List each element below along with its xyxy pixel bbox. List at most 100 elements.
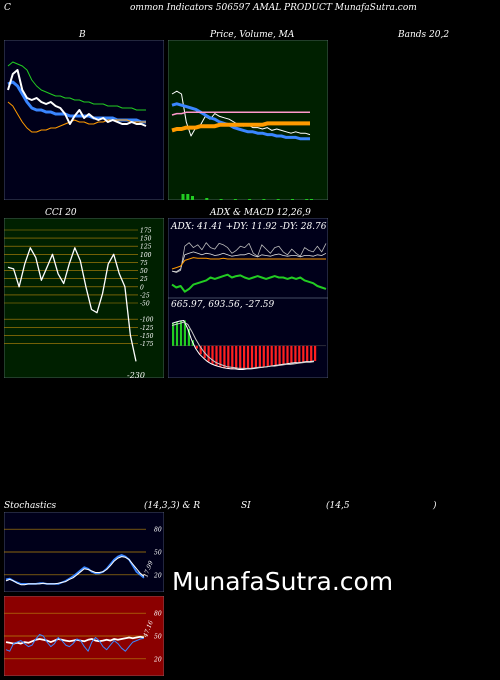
macd-hist-bar (235, 345, 238, 369)
adx-series-3 (171, 273, 327, 293)
macd-hist-bar (306, 345, 309, 362)
bollinger-series-0 (7, 61, 146, 111)
volume-bar (205, 198, 209, 200)
macd-hist-bar (211, 345, 214, 364)
macd-hist-bar (282, 345, 285, 365)
price-ma-bg (168, 40, 328, 200)
cci-tick-label: -100 (140, 317, 154, 324)
volume-bar (186, 194, 190, 200)
volume-bar (248, 199, 252, 200)
macd-hist-bar (314, 345, 317, 361)
rsi-tick-label: 50 (154, 634, 162, 641)
cci-tick-label: -175 (140, 341, 154, 348)
macd-hist-bar (246, 345, 250, 369)
bollinger-label: B (79, 30, 86, 40)
bollinger-series-2 (7, 101, 146, 133)
macd-hist-bar (262, 345, 265, 368)
page-title: ommon Indicators 506597 AMAL PRODUCT Mun… (130, 3, 417, 13)
macd-hist-bar (278, 345, 281, 365)
macd-hist-bar (183, 320, 186, 346)
cci-tick-label: 0 (140, 284, 144, 291)
volume-bar (262, 199, 266, 200)
volume-bar (219, 199, 223, 200)
macd-hist-bar (250, 345, 254, 369)
volume-bar (291, 199, 294, 200)
macd-series-1 (171, 321, 315, 369)
macd-hist-bar (223, 345, 226, 368)
macd-hist-bar (231, 345, 234, 369)
macd-hist-bar (310, 345, 313, 362)
macd-hist-bar (243, 345, 246, 370)
macd-hist-bar (175, 322, 179, 346)
cci-tick-label: 125 (140, 244, 152, 251)
price-ma-chart (168, 40, 328, 200)
rsi-label: SI (241, 501, 251, 511)
volume-bar (276, 199, 280, 200)
macd-hist-bar (298, 345, 301, 363)
price-ma-label: Price, Volume, MA (210, 30, 295, 40)
macd-hist-bar (207, 345, 210, 362)
macd-hist-bar (227, 345, 230, 369)
bollinger-chart (4, 40, 164, 200)
macd-hist-bar (254, 345, 257, 369)
stochastics-series-1 (5, 556, 145, 586)
macd-hist-bar (290, 345, 293, 364)
bands-label: Bands 20,2 (398, 30, 450, 40)
rsi-series-1 (5, 634, 145, 652)
cci-tick-label: 25 (139, 276, 148, 283)
cci-last-label: -230 (127, 371, 145, 378)
cci-tick-label: 100 (140, 252, 152, 259)
bollinger-series-3 (7, 69, 147, 127)
macd-hist-bar (258, 345, 261, 368)
adx-values: ADX: 41.41 +DY: 11.92 -DY: 28.76 (170, 222, 327, 232)
cci-tick-label: -150 (140, 333, 154, 340)
macd-hist-bar (239, 345, 242, 370)
macd-values: 665.97, 693.56, -27.59 (171, 300, 275, 310)
volume-bar (233, 199, 237, 200)
cci-tick-label: 150 (140, 236, 152, 243)
macd-hist-bar (179, 321, 183, 346)
volume-bar (181, 194, 185, 200)
adx-macd-label: ADX & MACD 12,26,9 (210, 208, 311, 218)
macd-series-0 (171, 320, 315, 370)
rsi-tick-label: 80 (154, 611, 162, 618)
price-ma-series-2 (171, 121, 310, 133)
adx-chart: ADX: 41.41 +DY: 11.92 -DY: 28.76 (168, 218, 328, 298)
macd-hist-bar (199, 345, 202, 355)
price-ma-series-3 (171, 111, 310, 116)
cci-tick-label: 50 (140, 268, 148, 275)
cci-bg (4, 218, 164, 378)
macd-hist-bar (274, 345, 277, 366)
stochastics-tick-label: 50 (154, 550, 162, 557)
stochastics-tick-label: 20 (153, 572, 162, 579)
cci-label: CCI 20 (45, 208, 77, 218)
cci-line (7, 247, 137, 362)
rsi-tick-label: 20 (153, 656, 162, 663)
macd-hist-bar (270, 345, 273, 367)
macd-hist-bar (203, 345, 206, 359)
volume-bar (191, 196, 194, 200)
macd-hist-bar (219, 345, 222, 367)
adx-series-1 (171, 251, 327, 273)
rsi-params-label: (14,5 (326, 501, 350, 511)
stoch-params-label: (14,3,3) & R (144, 501, 201, 511)
macd-hist-bar (172, 323, 175, 346)
macd-hist-bar (294, 345, 297, 363)
watermark: MunafaSutra.com (172, 567, 394, 596)
volume-bar (305, 199, 309, 200)
macd-hist-bar (286, 345, 289, 364)
macd-hist-bar (215, 345, 218, 366)
header-title-initial: C (4, 3, 11, 13)
price-ma-series-1 (171, 102, 310, 141)
volume-bar (310, 199, 313, 200)
stoch-label: Stochastics (4, 501, 57, 511)
rsi-series-0 (5, 635, 145, 645)
macd-chart: 665.97, 693.56, -27.59 (168, 298, 328, 378)
cci-tick-label: -25 (140, 292, 150, 299)
adx-series-2 (171, 257, 326, 270)
rsi-close-label: ) (433, 501, 437, 511)
stochastics-tick-label: 80 (154, 527, 162, 534)
